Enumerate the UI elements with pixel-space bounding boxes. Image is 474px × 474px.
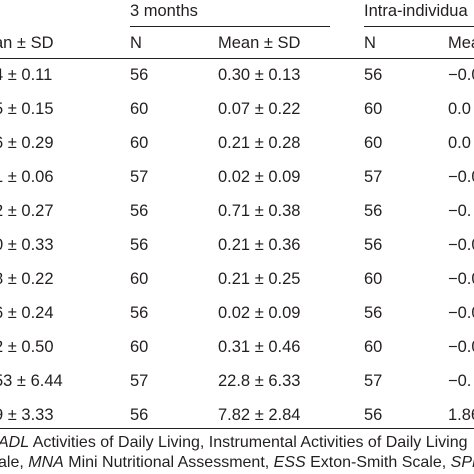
- cell-baseline: 2 ± 0.27: [0, 202, 54, 220]
- cell-baseline: 0 ± 0.33: [0, 236, 54, 254]
- cell-n-3months: 56: [130, 236, 149, 254]
- cell-n-intra: 57: [364, 372, 383, 390]
- cell-n-3months: 60: [130, 270, 149, 288]
- cell-mean-intra: −0.: [448, 372, 472, 390]
- cell-n-intra: 60: [364, 100, 383, 118]
- cell-baseline: 8 ± 0.22: [0, 270, 54, 288]
- cell-baseline: 53 ± 6.44: [0, 372, 63, 390]
- cell-mean-intra: −0.0: [448, 236, 474, 254]
- cell-mean-3months: 0.31 ± 0.46: [218, 338, 301, 356]
- cell-mean-intra: −0.0: [448, 270, 474, 288]
- cell-n-3months: 56: [130, 66, 149, 84]
- cell-baseline: 4 ± 0.11: [0, 66, 53, 84]
- table-bottom-rule: [0, 428, 474, 429]
- col-header-mean-3months: Mean ± SD: [218, 34, 301, 52]
- cell-n-3months: 60: [130, 338, 149, 356]
- group-header-intra-individual: Intra-individua: [364, 2, 468, 20]
- group-rule-3-months: [130, 26, 330, 27]
- group-header-3-months: 3 months: [130, 2, 198, 20]
- cell-n-intra: 60: [364, 270, 383, 288]
- cell-mean-3months: 0.07 ± 0.22: [218, 100, 301, 118]
- cell-mean-intra: −0.0: [448, 168, 474, 186]
- cell-mean-3months: 0.02 ± 0.09: [218, 168, 301, 186]
- col-header-n-3months: N: [130, 34, 142, 52]
- footnote-abbr: ESS: [273, 454, 306, 471]
- cell-mean-3months: 0.21 ± 0.28: [218, 134, 301, 152]
- cell-baseline: 1 ± 0.06: [0, 168, 54, 186]
- cell-mean-3months: 22.8 ± 6.33: [218, 372, 301, 390]
- cell-mean-intra: 0.0: [448, 134, 471, 152]
- cell-mean-3months: 0.30 ± 0.13: [218, 66, 301, 84]
- cell-mean-3months: 0.71 ± 0.38: [218, 202, 301, 220]
- cell-n-intra: 56: [364, 236, 383, 254]
- cell-mean-3months: 0.21 ± 0.36: [218, 236, 301, 254]
- cell-n-intra: 56: [364, 202, 383, 220]
- cell-mean-intra: −0.0: [448, 66, 474, 84]
- footnote-abbr: MNA: [28, 454, 64, 471]
- cell-mean-intra: −0.0: [448, 338, 474, 356]
- footnote-abbr: ADL: [0, 434, 30, 451]
- cell-baseline: 6 ± 0.29: [0, 134, 54, 152]
- cell-baseline: 5 ± 0.15: [0, 100, 54, 118]
- cell-n-intra: 57: [364, 168, 383, 186]
- footnote-text: ale,: [0, 454, 29, 471]
- cell-mean-3months: 0.21 ± 0.25: [218, 270, 301, 288]
- cell-n-3months: 56: [130, 406, 149, 424]
- cell-n-3months: 60: [130, 100, 149, 118]
- footnote-text: Activities of Daily Living, Instrumental…: [29, 434, 468, 451]
- cell-n-intra: 56: [364, 66, 383, 84]
- cell-baseline: 2 ± 0.50: [0, 338, 54, 356]
- group-rule-intra: [364, 26, 474, 27]
- col-header-n-intra: N: [364, 34, 376, 52]
- cell-baseline: 9 ± 3.33: [0, 406, 54, 424]
- col-header-mean-intra: Mea: [448, 34, 474, 52]
- cell-mean-3months: 7.82 ± 2.84: [218, 406, 301, 424]
- cell-n-3months: 56: [130, 304, 149, 322]
- cell-mean-3months: 0.02 ± 0.09: [218, 304, 301, 322]
- header-rule: [0, 58, 474, 59]
- col-header-baseline-mean: an ± SD: [0, 34, 54, 52]
- footnote-line-1: ADL Activities of Daily Living, Instrume…: [0, 434, 468, 452]
- cell-mean-intra: 0.0: [448, 100, 471, 118]
- cell-n-3months: 57: [130, 372, 149, 390]
- cell-n-3months: 60: [130, 134, 149, 152]
- cell-n-3months: 57: [130, 168, 149, 186]
- cell-baseline: 6 ± 0.24: [0, 304, 54, 322]
- cell-n-3months: 56: [130, 202, 149, 220]
- cell-n-intra: 56: [364, 406, 383, 424]
- cell-mean-intra: −0.0: [448, 304, 474, 322]
- footnote-abbr: SPPB: [450, 454, 474, 471]
- footnote-text: Mini Nutritional Assessment,: [63, 454, 274, 471]
- cell-n-intra: 60: [364, 338, 383, 356]
- cell-n-intra: 60: [364, 134, 383, 152]
- cell-mean-intra: 1.86: [448, 406, 474, 424]
- footnote-text: Exton-Smith Scale,: [305, 454, 451, 471]
- footnote-line-2: ale, MNA Mini Nutritional Assessment, ES…: [0, 454, 474, 472]
- cell-n-intra: 56: [364, 304, 383, 322]
- cell-mean-intra: −0.: [448, 202, 472, 220]
